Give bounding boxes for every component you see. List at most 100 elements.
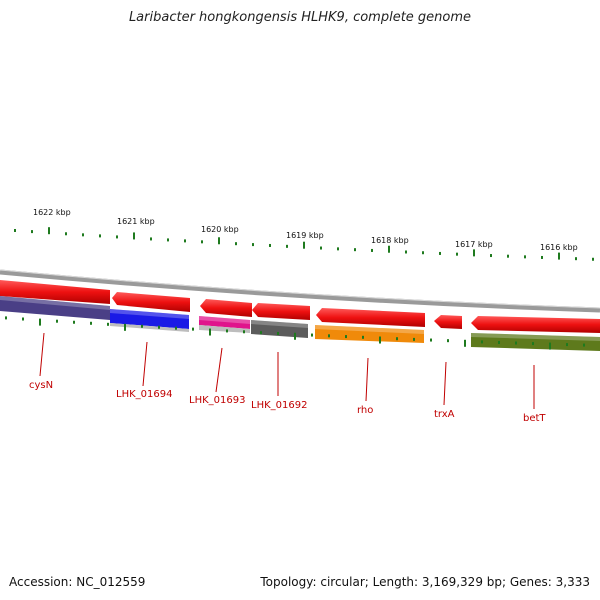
minor-tick bbox=[515, 341, 517, 345]
genome-summary: Topology: circular; Length: 3,169,329 bp… bbox=[260, 575, 590, 589]
minor-tick bbox=[320, 246, 322, 250]
leader-trxA bbox=[443, 361, 447, 406]
feature-bar-underlay bbox=[110, 323, 189, 332]
minor-tick bbox=[192, 327, 194, 331]
minor-tick bbox=[5, 316, 7, 320]
minor-tick bbox=[260, 331, 262, 335]
minor-tick bbox=[158, 325, 160, 329]
minor-tick bbox=[481, 340, 483, 344]
gene-label-betT: betT bbox=[523, 413, 546, 424]
accession-label: Accession: NC_012559 bbox=[9, 575, 146, 589]
minor-tick bbox=[439, 251, 441, 255]
minor-tick bbox=[498, 340, 500, 344]
minor-tick bbox=[73, 320, 75, 324]
minor-tick bbox=[328, 334, 330, 338]
minor-tick bbox=[184, 239, 186, 243]
kbp-label-1620: 1620 kbp bbox=[201, 225, 239, 234]
leader-rho bbox=[365, 357, 369, 402]
gene-labels: cysN LHK_01694 LHK_01693 LHK_01692 rho t… bbox=[29, 380, 546, 424]
forward-gene-arrow bbox=[471, 316, 600, 333]
minor-tick bbox=[371, 248, 373, 252]
minor-tick bbox=[354, 248, 356, 252]
lower-tick-marks bbox=[5, 316, 585, 350]
minor-tick bbox=[405, 250, 407, 254]
leader-LHK_01694 bbox=[142, 341, 148, 387]
feature-bar-LHK_01694 bbox=[110, 309, 189, 329]
gene-label-LHK_01694: LHK_01694 bbox=[116, 389, 172, 400]
kbp-label-1616: 1616 kbp bbox=[540, 243, 578, 252]
minor-tick bbox=[150, 237, 152, 241]
major-tick bbox=[549, 342, 551, 350]
minor-tick bbox=[269, 243, 271, 247]
minor-tick bbox=[116, 235, 118, 239]
major-tick bbox=[133, 232, 135, 240]
major-tick bbox=[303, 241, 305, 249]
kbp-label-1619: 1619 kbp bbox=[286, 231, 324, 240]
minor-tick bbox=[175, 326, 177, 330]
minor-tick bbox=[82, 233, 84, 237]
gene-label-cysN: cysN bbox=[29, 380, 53, 391]
kbp-label-1621: 1621 kbp bbox=[117, 217, 155, 226]
minor-tick bbox=[235, 242, 237, 246]
forward-gene-arrow bbox=[200, 299, 252, 317]
kbp-labels: 1622 kbp 1621 kbp 1620 kbp 1619 kbp 1618… bbox=[33, 208, 578, 252]
major-tick bbox=[388, 245, 390, 253]
minor-tick bbox=[141, 324, 143, 328]
gene-label-LHK_01693: LHK_01693 bbox=[189, 395, 245, 406]
minor-tick bbox=[575, 257, 577, 261]
upper-tick-marks bbox=[14, 227, 594, 261]
minor-tick bbox=[99, 234, 101, 238]
minor-tick bbox=[456, 252, 458, 256]
minor-tick bbox=[243, 330, 245, 334]
feature-bar-underlay bbox=[199, 325, 250, 333]
kbp-label-1617: 1617 kbp bbox=[455, 240, 493, 249]
minor-tick bbox=[90, 321, 92, 325]
genome-backbone bbox=[0, 269, 600, 313]
minor-tick bbox=[524, 255, 526, 259]
minor-tick bbox=[65, 232, 67, 236]
feature-bar-sheen bbox=[251, 320, 308, 328]
leader-cysN bbox=[39, 332, 45, 377]
minor-tick bbox=[566, 343, 568, 347]
feature-bar-sheen bbox=[199, 316, 250, 324]
minor-tick bbox=[337, 247, 339, 251]
major-tick bbox=[464, 339, 466, 347]
minor-tick bbox=[56, 319, 58, 323]
minor-tick bbox=[286, 244, 288, 248]
gene-label-LHK_01692: LHK_01692 bbox=[251, 400, 307, 411]
feature-bar-cysN bbox=[0, 296, 110, 320]
forward-gene-arrow bbox=[434, 315, 462, 329]
minor-tick bbox=[345, 335, 347, 339]
feature-bar-sheen bbox=[110, 309, 189, 319]
kbp-label-1618: 1618 kbp bbox=[371, 236, 409, 245]
forward-gene-arrow bbox=[112, 292, 190, 312]
major-tick bbox=[124, 323, 126, 331]
gene-label-trxA: trxA bbox=[434, 409, 455, 420]
minor-tick bbox=[14, 228, 16, 232]
minor-tick bbox=[507, 254, 509, 258]
map-title: Laribacter hongkongensis HLHK9, complete… bbox=[128, 10, 472, 25]
major-tick bbox=[379, 336, 381, 344]
major-tick bbox=[218, 237, 220, 245]
minor-tick bbox=[252, 243, 254, 247]
minor-tick bbox=[167, 238, 169, 242]
major-tick bbox=[294, 332, 296, 340]
major-tick bbox=[48, 227, 50, 235]
feature-bar-sheen bbox=[471, 333, 600, 341]
minor-tick bbox=[226, 329, 228, 333]
major-tick bbox=[473, 249, 475, 257]
minor-tick bbox=[362, 335, 364, 339]
minor-tick bbox=[396, 337, 398, 341]
forward-gene-arrow bbox=[316, 308, 425, 327]
minor-tick bbox=[583, 343, 585, 347]
major-tick bbox=[209, 328, 211, 336]
feature-bar-sheen bbox=[0, 296, 110, 310]
leader-LHK_01693 bbox=[215, 347, 223, 393]
minor-tick bbox=[22, 317, 24, 321]
minor-tick bbox=[31, 230, 33, 234]
kbp-label-1622: 1622 kbp bbox=[33, 208, 71, 217]
minor-tick bbox=[422, 251, 424, 255]
feature-bar-LHK_01693 bbox=[199, 316, 250, 329]
minor-tick bbox=[201, 240, 203, 244]
minor-tick bbox=[532, 342, 534, 346]
